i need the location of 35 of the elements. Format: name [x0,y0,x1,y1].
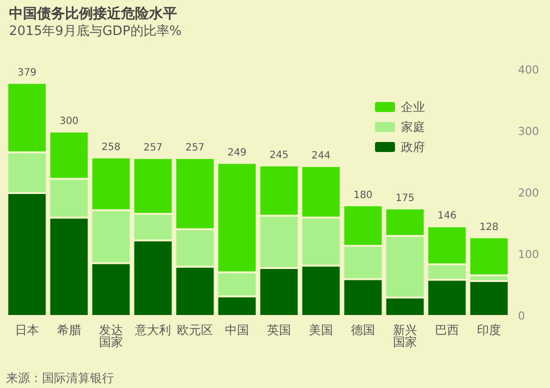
y-tick-label: 300 [518,125,539,138]
x-tick-label: 日本 [15,323,39,337]
y-tick-label: 0 [518,310,525,322]
x-tick-label: 新兴国家 [393,323,417,349]
x-tick-label: 印度 [477,323,501,337]
total-label: 258 [101,142,121,153]
total-label: 257 [185,142,205,154]
x-tick-label: 美国 [309,323,333,337]
x-tick-label: 欧元区 [177,323,213,337]
x-tick-label: 希腊 [57,323,81,337]
chart-subtitle: 2015年9月底与GDP的比率% [9,23,182,39]
total-label: 180 [353,190,373,201]
total-label: 245 [269,150,289,161]
total-label: 244 [311,150,331,162]
total-label: 257 [143,142,163,154]
y-tick-label: 200 [518,186,539,200]
source-note: 来源：国际清算银行 [6,371,114,385]
total-label: 249 [227,147,247,158]
total-label: 128 [479,222,499,233]
x-tick-label: 中国 [225,323,249,337]
y-tick-label: 400 [518,64,539,76]
y-tick-label: 100 [518,248,539,261]
legend-label: 政府 [401,140,425,154]
legend-label: 企业 [401,100,425,114]
x-tick-label: 意大利 [134,323,171,337]
legend-label: 家庭 [401,120,425,134]
total-label: 379 [17,67,37,78]
x-tick-label: 发达国家 [99,323,123,349]
total-label: 146 [437,210,457,222]
x-tick-label: 巴西 [435,323,459,337]
total-label: 300 [59,116,79,127]
x-tick-label: 德国 [351,323,375,337]
total-label: 175 [395,192,415,204]
x-tick-label: 英国 [267,323,291,337]
chart-title: 中国债务比例接近危险水平 [9,5,177,22]
